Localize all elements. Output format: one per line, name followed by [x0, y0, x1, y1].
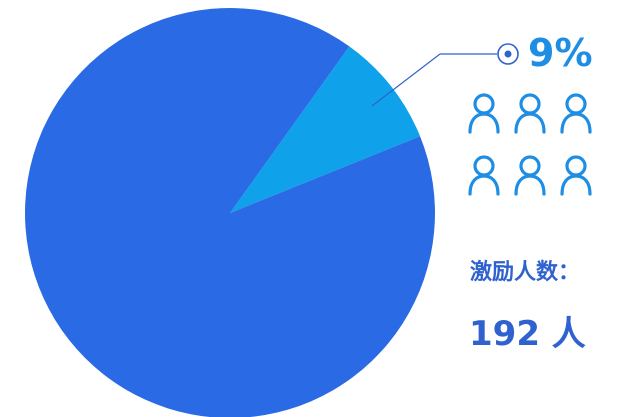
leader-marker-dot	[504, 50, 512, 58]
incentive-count-value: 192 人	[469, 314, 586, 354]
person-icon	[468, 155, 500, 196]
person-icon	[468, 93, 500, 134]
pie-slice-highlight	[230, 46, 421, 213]
pie-slices	[25, 8, 435, 417]
person-icon	[514, 93, 546, 134]
person-icon	[514, 155, 546, 196]
person-icon	[560, 93, 592, 134]
person-icon	[560, 155, 592, 196]
slice-percentage-label: 9%	[528, 31, 593, 75]
incentive-count-caption: 激励人数：	[470, 260, 581, 285]
people-icon-grid	[466, 92, 606, 196]
pie-slice-main	[25, 8, 435, 417]
leader-line-diagonal	[371, 53, 441, 107]
